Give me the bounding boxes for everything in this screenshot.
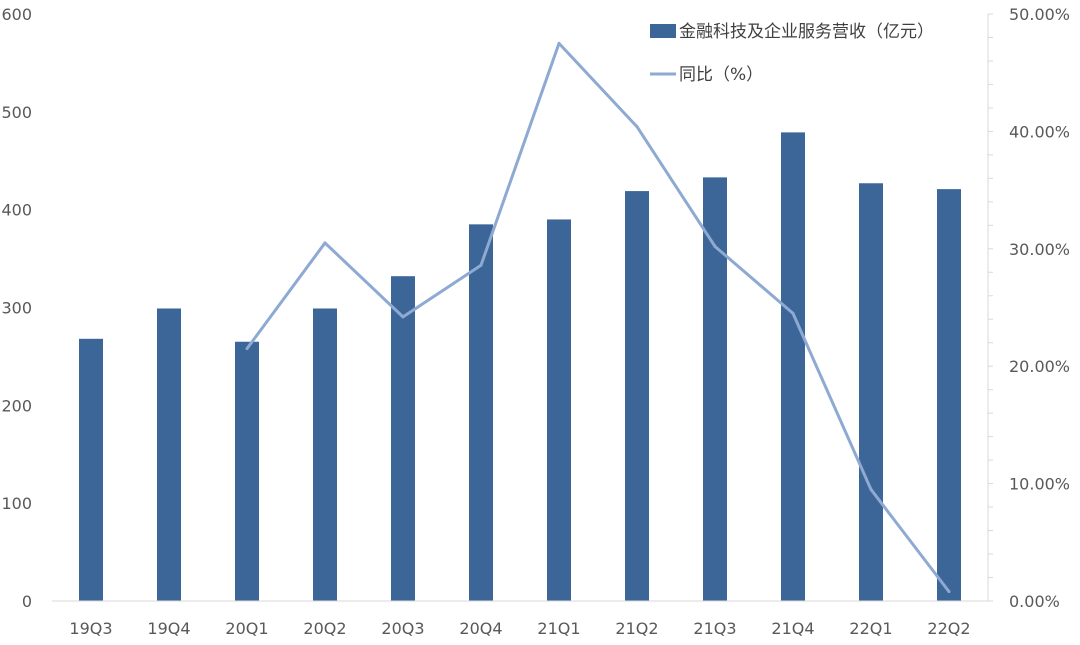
- bar: [937, 189, 961, 601]
- legend: 金融科技及企业服务营收（亿元） 同比（%）: [650, 22, 934, 85]
- left-axis-ticks: 0 100 200 300 400 500 600: [1, 5, 32, 611]
- line-point: [401, 315, 405, 319]
- line-point: [947, 590, 951, 594]
- bar: [859, 183, 883, 602]
- bar: [781, 132, 805, 601]
- x-tick-label: 20Q2: [303, 619, 346, 638]
- x-axis-labels: 19Q3 19Q4 20Q1 20Q2 20Q3 20Q4 21Q1 21Q2 21Q3 21Q4…: [69, 619, 970, 638]
- line-point: [245, 347, 249, 351]
- legend-bar-label: 金融科技及企业服务营收（亿元）: [679, 22, 934, 42]
- left-tick-label: 200: [1, 396, 32, 415]
- bar: [547, 219, 571, 601]
- right-tick-label: 20.00%: [1009, 357, 1070, 376]
- left-tick-label: 0: [22, 592, 32, 611]
- left-tick-label: 500: [1, 103, 32, 122]
- x-tick-label: 21Q2: [615, 619, 658, 638]
- left-tick-label: 400: [1, 201, 32, 220]
- line-point: [323, 241, 327, 245]
- line-point: [479, 263, 483, 267]
- right-tick-label: 40.00%: [1009, 122, 1070, 141]
- x-tick-label: 22Q1: [849, 619, 892, 638]
- bar: [79, 338, 103, 601]
- line-point: [713, 244, 717, 248]
- left-tick-label: 600: [1, 5, 32, 24]
- line-series: [245, 41, 951, 594]
- line-point: [557, 41, 561, 45]
- x-tick-label: 21Q1: [537, 619, 580, 638]
- bar-series: [79, 132, 961, 602]
- bar: [625, 191, 649, 601]
- bar: [157, 308, 181, 601]
- bar: [235, 341, 259, 601]
- x-tick-label: 19Q3: [69, 619, 112, 638]
- left-tick-label: 300: [1, 299, 32, 318]
- right-tick-label: 50.00%: [1009, 5, 1070, 24]
- right-tick-label: 0.00%: [1009, 592, 1060, 611]
- right-tick-label: 30.00%: [1009, 240, 1070, 259]
- bar: [313, 308, 337, 601]
- x-tick-label: 21Q4: [771, 619, 814, 638]
- x-tick-label: 20Q3: [381, 619, 424, 638]
- legend-bar-swatch: [650, 24, 676, 38]
- right-axis-ticks: 0.00% 10.00% 20.00% 30.00% 40.00% 50.00%: [988, 5, 1070, 611]
- bar: [469, 224, 493, 601]
- left-tick-label: 100: [1, 494, 32, 513]
- bar: [703, 177, 727, 602]
- line-point: [635, 125, 639, 129]
- x-tick-label: 22Q2: [927, 619, 970, 638]
- line-point: [791, 311, 795, 315]
- x-tick-label: 19Q4: [147, 619, 190, 638]
- series-line: [245, 41, 951, 593]
- legend-line-label: 同比（%）: [679, 65, 763, 85]
- x-tick-label: 20Q1: [225, 619, 268, 638]
- line-point: [869, 487, 873, 491]
- bar: [391, 276, 415, 601]
- right-tick-label: 10.00%: [1009, 475, 1070, 494]
- x-tick-label: 21Q3: [693, 619, 736, 638]
- x-tick-label: 20Q4: [459, 619, 502, 638]
